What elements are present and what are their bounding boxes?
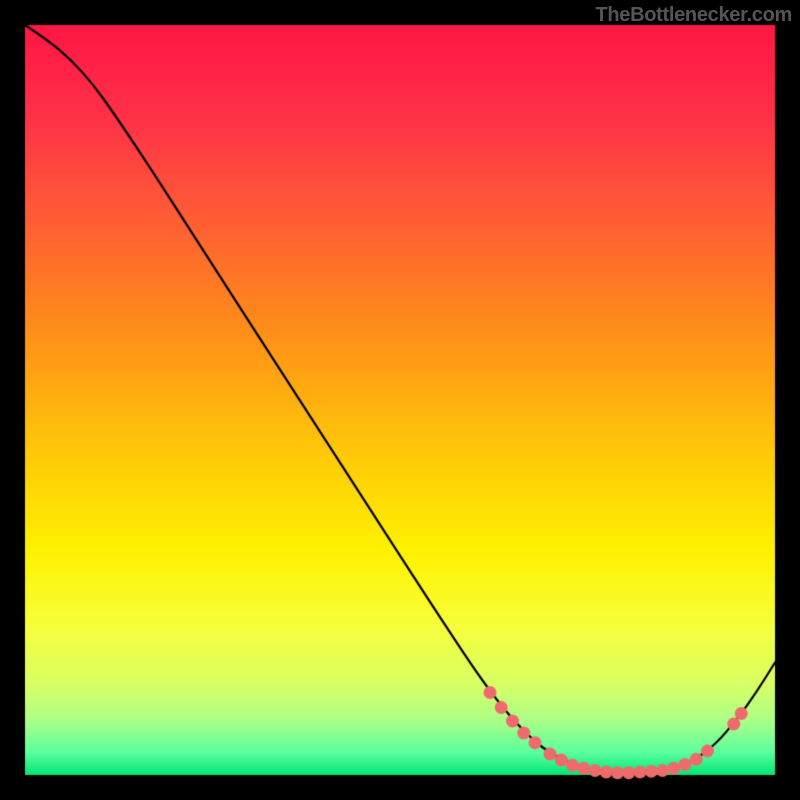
attribution-label: TheBottlenecker.com xyxy=(595,4,792,27)
bottleneck-curve-chart xyxy=(0,0,800,800)
chart-container: TheBottlenecker.com xyxy=(0,0,800,800)
